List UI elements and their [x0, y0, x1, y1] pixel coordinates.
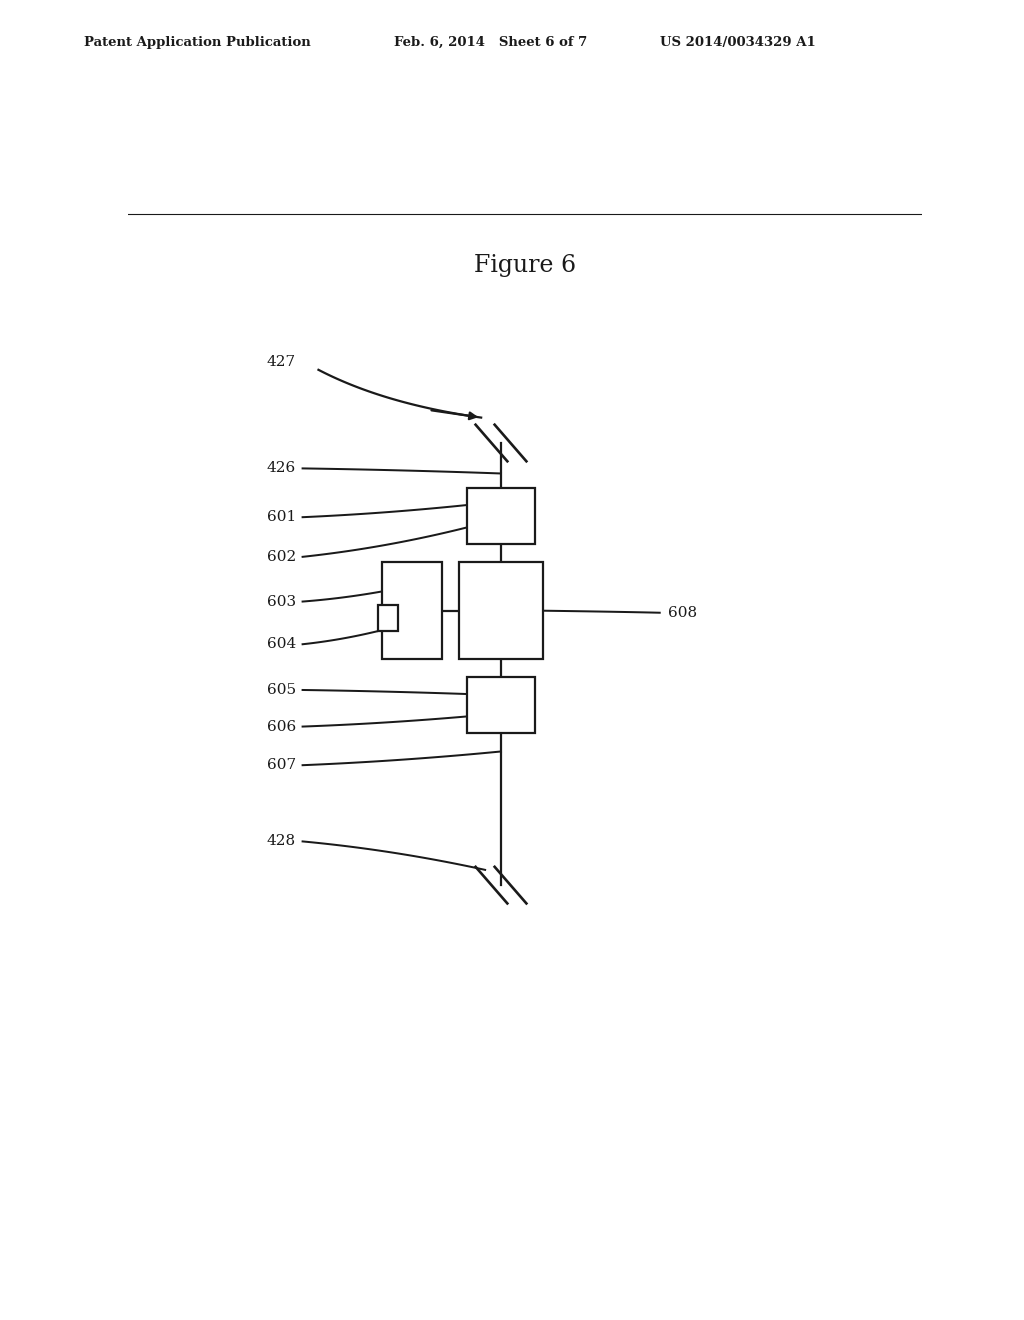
- Text: US 2014/0034329 A1: US 2014/0034329 A1: [660, 36, 816, 49]
- Text: 607: 607: [267, 758, 296, 772]
- Text: Patent Application Publication: Patent Application Publication: [84, 36, 310, 49]
- Text: 608: 608: [668, 606, 696, 619]
- Text: 603: 603: [267, 594, 296, 609]
- Bar: [467, 677, 535, 733]
- Bar: [382, 562, 442, 659]
- Bar: [467, 488, 535, 544]
- Text: Feb. 6, 2014   Sheet 6 of 7: Feb. 6, 2014 Sheet 6 of 7: [394, 36, 588, 49]
- Text: Figure 6: Figure 6: [474, 253, 575, 277]
- Text: 604: 604: [267, 638, 296, 651]
- Text: 602: 602: [267, 550, 296, 564]
- Bar: [379, 605, 398, 631]
- Text: 601: 601: [267, 511, 296, 524]
- Text: 428: 428: [267, 834, 296, 849]
- Text: 606: 606: [267, 719, 296, 734]
- Text: 427: 427: [267, 355, 296, 368]
- Text: 605: 605: [267, 682, 296, 697]
- Text: 426: 426: [267, 462, 296, 475]
- Bar: [460, 562, 543, 659]
